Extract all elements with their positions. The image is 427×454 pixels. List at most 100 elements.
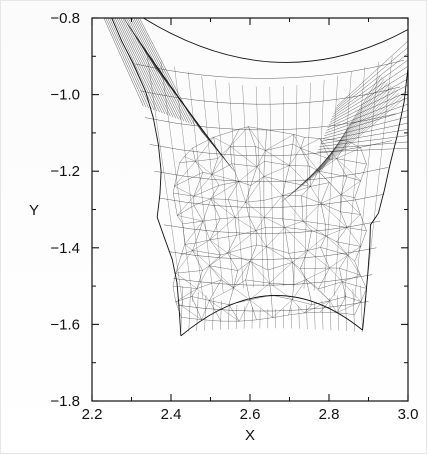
mesh-triangle-edge — [307, 250, 330, 269]
mesh-triangle-edge — [173, 193, 178, 216]
mesh-triangle-edge — [336, 140, 349, 159]
mesh-triangle-edge — [184, 156, 196, 162]
mesh-bottom-dense-line — [314, 302, 316, 330]
mesh-triangle-edge — [228, 199, 246, 203]
mesh-triangle-edge — [202, 218, 221, 222]
mesh-triangle-edge — [195, 239, 210, 244]
mesh-triangle-edge — [300, 267, 330, 270]
x-tick-label: 2.6 — [240, 406, 261, 423]
mesh-triangle-edge — [300, 268, 307, 280]
mesh-vertical-grid-line — [255, 86, 264, 287]
mesh-triangle-edge — [302, 220, 326, 225]
mesh-fan-left-line — [127, 17, 179, 120]
mesh-triangle-edge — [255, 217, 265, 231]
mesh-fan-left-line — [116, 17, 163, 114]
mesh-triangle-edge — [172, 273, 176, 287]
mesh-triangle-edge — [266, 246, 293, 263]
mesh-triangle-edge — [210, 198, 236, 218]
mesh-triangle-edge — [354, 246, 361, 262]
mesh-triangle-edge — [263, 176, 286, 182]
mesh-fan-right-line — [334, 53, 409, 112]
mesh-triangle-edge — [304, 300, 330, 314]
mesh-triangle-edge — [192, 250, 203, 271]
mesh-vertical-grid-line — [293, 85, 298, 288]
mesh-triangle-edge — [271, 295, 273, 318]
mesh-fan-left-line — [107, 17, 149, 109]
mesh-fan-right-line — [328, 84, 409, 126]
mesh-triangle-edge — [336, 147, 361, 159]
mesh-triangle-edge — [309, 166, 311, 187]
mesh-fan-right-line — [333, 59, 409, 115]
mesh-triangle-edge — [304, 304, 313, 314]
mesh-triangle-edge — [267, 269, 270, 284]
ticks-layer: 2.2 2.4 2.6 2.8 3.0 −0.8 −1.0 −1.2 −1.4 −1.6 −1.8 — [50, 10, 418, 423]
mesh-triangle-edge — [202, 221, 211, 240]
mesh-triangle-edge — [255, 146, 266, 151]
mesh-fan-left-line — [137, 17, 193, 125]
x-tick-label: 2.8 — [319, 406, 340, 423]
mesh-triangle-edge — [192, 243, 196, 251]
mesh-triangle-edge — [195, 161, 204, 173]
mesh-triangle-edge — [339, 268, 343, 282]
mesh-triangle-edge — [236, 230, 257, 236]
mesh-triangle-edge — [245, 176, 265, 203]
mesh-triangle-edge — [310, 170, 319, 187]
mesh-bottom-dense-line — [329, 298, 332, 331]
mesh-curved-grid-line — [140, 86, 401, 105]
mesh-triangle-edge — [306, 279, 313, 305]
mesh-triangle-edge — [233, 287, 250, 301]
mesh-triangle-edge — [292, 262, 301, 269]
mesh-triangle-edge — [255, 230, 267, 247]
mesh-triangle-edge — [289, 144, 294, 166]
mesh-triangle-edge — [196, 265, 210, 289]
mesh-triangle-edge — [336, 241, 348, 256]
mesh-right-boundary — [362, 29, 409, 331]
mesh-triangle-edge — [250, 166, 258, 186]
mesh-bottom-dense-line — [344, 292, 347, 332]
mesh-triangle-edge — [196, 279, 222, 289]
mesh-triangle-edge — [339, 267, 361, 276]
mesh-triangle-edge — [220, 252, 228, 256]
mesh-bottom-dense-line — [306, 304, 308, 329]
mesh-triangle-edge — [175, 273, 198, 289]
mesh-triangle-edge — [209, 300, 229, 305]
mesh-vertical-grid-line — [187, 71, 214, 296]
mesh-triangle-edge — [289, 165, 311, 187]
mesh-vertical-grid-line — [201, 75, 224, 293]
mesh-triangle-edge — [256, 166, 265, 177]
mesh-triangle-edge — [256, 244, 267, 247]
mesh-triangle-edge — [209, 300, 222, 322]
mesh-triangle-edge — [284, 227, 312, 231]
mesh-triangle-edge — [320, 300, 330, 313]
mesh-triangle-edge — [248, 126, 267, 130]
mesh-triangle-edge — [179, 161, 196, 163]
mesh-triangle-edge — [209, 254, 222, 266]
mesh-triangle-edge — [230, 128, 240, 147]
mesh-triangle-edge — [263, 176, 283, 196]
mesh-triangle-edge — [340, 194, 355, 198]
mesh-triangle-edge — [234, 217, 237, 236]
mesh-triangle-edge — [318, 281, 343, 290]
mesh-triangle-edge — [230, 146, 258, 167]
mesh-triangle-edge — [289, 148, 301, 166]
mesh-triangle-edge — [319, 138, 331, 160]
mesh-triangle-edge — [354, 261, 361, 276]
mesh-fan-left-line — [111, 17, 155, 111]
mesh-triangle-edge — [329, 296, 346, 301]
mesh-triangle-edge — [195, 161, 213, 175]
mesh-triangle-edge — [249, 294, 272, 301]
mesh-fan-right-line — [324, 110, 409, 137]
mesh-fan-left-line — [103, 17, 144, 107]
mesh-triangle-edge — [336, 296, 347, 313]
mesh-triangle-edge — [293, 279, 307, 286]
mesh-vertical-grid-line — [242, 85, 254, 288]
mesh-triangle-edge — [264, 217, 283, 219]
mesh-triangle-edge — [228, 299, 250, 305]
mesh-triangle-edge — [342, 281, 367, 289]
mesh-triangle-edge — [256, 317, 273, 321]
y-tick-label: −1.0 — [50, 87, 80, 104]
mesh-fan-right-line — [335, 47, 409, 109]
mesh-triangle-edge — [192, 250, 221, 256]
mesh-triangle-edge — [288, 250, 308, 254]
